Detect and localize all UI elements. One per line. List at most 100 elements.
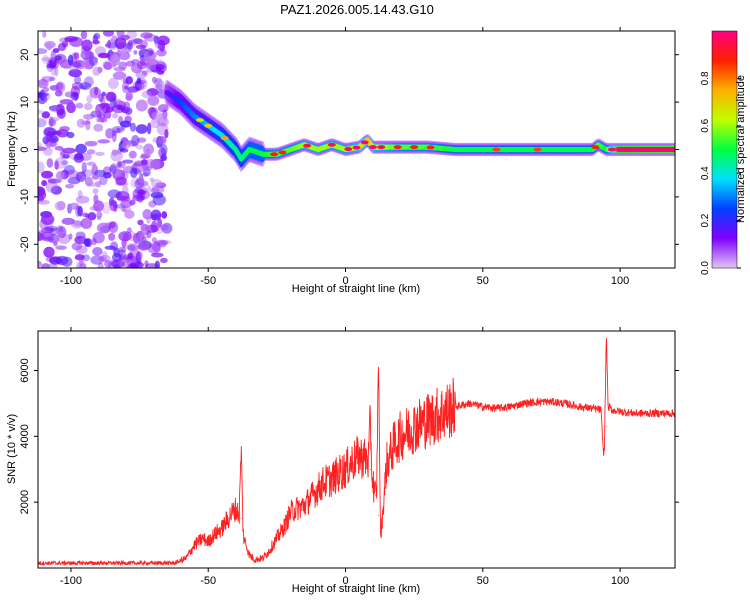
- spectrogram-noise-blob: [38, 93, 48, 105]
- spectrogram-noise-blob: [45, 181, 58, 193]
- spectrogram-noise-blob: [38, 161, 45, 174]
- snr-data-point: [413, 425, 415, 428]
- snr-data-point: [603, 452, 605, 454]
- spectrogram-noise-blob: [104, 91, 116, 102]
- spectrogram-noise-blob: [41, 54, 50, 65]
- spectrogram-noise-blob: [57, 230, 63, 238]
- snr-data-point: [213, 534, 215, 536]
- snr-data-point: [482, 406, 484, 408]
- spectrogram-noise-blob: [97, 117, 108, 123]
- snr-data-point: [366, 458, 369, 460]
- spectrogram-noise-blob: [150, 209, 162, 221]
- snr-data-point: [369, 468, 371, 470]
- snr-data-point: [427, 419, 429, 421]
- spectrogram-noise-blob: [132, 80, 145, 91]
- spectrogram-noise-blob: [48, 116, 54, 127]
- spectrogram-noise-blob: [113, 264, 120, 268]
- spectrogram-noise-blob: [61, 160, 69, 166]
- spectrogram-noise-blob: [116, 104, 123, 111]
- spectrogram-noise-blob: [121, 206, 127, 213]
- spectrogram-noise-blob: [84, 176, 93, 187]
- spectrogram-noise-blob: [135, 79, 147, 84]
- colorbar: 0.0 0.2 0.4 0.6 0.8 Normalized spectral ampl…: [700, 30, 747, 275]
- snr-data-point: [600, 409, 602, 411]
- spectrogram-noise-blob: [118, 253, 124, 261]
- snr-y-tick-label: 6000: [19, 358, 31, 382]
- spectrogram-noise-blob: [55, 171, 65, 181]
- snr-data-point: [605, 425, 607, 428]
- spectrogram-noise-blob: [130, 167, 138, 178]
- spectrogram-noise-blob: [72, 62, 81, 68]
- snr-data-point: [441, 412, 443, 414]
- spectrogram-noise-blob: [156, 123, 169, 135]
- spectrogram-noise-blob: [157, 217, 163, 228]
- snr-data-point: [660, 412, 662, 414]
- spectrogram-noise-blob: [146, 230, 152, 239]
- spectrogram-noise-blob: [135, 44, 147, 50]
- snr-data-point: [221, 527, 223, 530]
- colorbar-tick-label: 0.0: [700, 261, 711, 275]
- spectrogram-ridge-core: [672, 146, 675, 153]
- snr-axes: -100 -50 0 50 100 2000 4000 6000: [19, 327, 679, 587]
- snr-data-point: [248, 554, 251, 556]
- spectrogram-noise-blob: [107, 77, 119, 90]
- spectrogram-noise-blob: [117, 161, 122, 168]
- spectrogram-noise-blob: [146, 216, 151, 224]
- spectrogram-noise-blob: [122, 159, 134, 164]
- spectrogram-noise-blob: [62, 147, 76, 154]
- snr-data-point: [185, 557, 187, 559]
- colorbar-ticks: 0.0 0.2 0.4 0.6 0.8: [700, 71, 741, 275]
- spectrogram-noise-blob: [118, 61, 128, 70]
- spectrogram-noise-blob: [129, 199, 136, 206]
- spectrogram-noise-blob: [159, 224, 169, 231]
- snr-data-point: [633, 412, 635, 414]
- spectrogram-noise-blob: [83, 238, 91, 247]
- spectrogram-hot-spot: [591, 145, 600, 150]
- spectrogram-noise-blob: [41, 170, 54, 179]
- spectrogram-noise-blob: [75, 143, 87, 154]
- snr-data-point: [350, 462, 352, 464]
- snr-data-point: [235, 508, 237, 510]
- spectrogram-noise-blob: [143, 33, 156, 42]
- spectrogram-x-tick-label: -100: [60, 275, 82, 287]
- spectrogram-noise-blob: [73, 220, 83, 227]
- spectrogram-noise-blob: [68, 233, 73, 240]
- spectrogram-noise-blob: [110, 150, 124, 162]
- spectrogram-noise-blob: [41, 75, 54, 82]
- snr-series-line: [38, 337, 675, 567]
- spectrogram-hot-spot: [632, 147, 641, 152]
- spectrogram-y-tick-label: -20: [19, 236, 31, 252]
- spectrogram-hot-spot: [327, 142, 336, 147]
- spectrogram-noise-blob: [92, 188, 99, 194]
- colorbar-tick-label: 0.8: [700, 71, 711, 85]
- spectrogram-noise-blob: [54, 55, 63, 61]
- spectrogram-noise-blob: [112, 71, 127, 80]
- spectrogram-noise-blob: [46, 158, 54, 168]
- spectrogram-hot-spot: [649, 147, 658, 152]
- spectrogram-noise-blob: [95, 111, 100, 123]
- spectrogram-noise-blob: [121, 140, 131, 150]
- spectrogram-noise-blob: [133, 50, 138, 55]
- spectrogram-noise-blob: [54, 90, 63, 97]
- spectrogram-noise-blob: [97, 139, 111, 144]
- snr-data-point: [509, 406, 511, 408]
- spectrogram-noise-blob: [127, 39, 134, 46]
- snr-data-point: [317, 488, 319, 490]
- snr-data-point: [152, 562, 154, 564]
- spectrogram-noise-blob: [146, 185, 152, 196]
- spectrogram-noise-blob: [98, 254, 111, 262]
- spectrogram-noise-blob: [124, 210, 135, 219]
- spectrogram-noise-blob: [73, 75, 82, 85]
- spectrogram-noise-blob: [123, 101, 131, 110]
- snr-data-point: [193, 544, 196, 546]
- spectrogram-noise-blob: [65, 184, 75, 189]
- spectrogram-noise-blob: [68, 68, 82, 78]
- spectrogram-hot-spot: [278, 150, 287, 155]
- spectrogram-noise-blob: [41, 111, 51, 119]
- spectrogram-noise-blob: [110, 162, 118, 175]
- spectrogram-noise-blob: [157, 39, 166, 51]
- spectrogram-noise-blob: [135, 252, 142, 264]
- colorbar-tick-label: 0.2: [700, 213, 711, 227]
- spectrogram-noise-blob: [97, 262, 104, 268]
- spectrogram-noise-blob: [81, 161, 87, 174]
